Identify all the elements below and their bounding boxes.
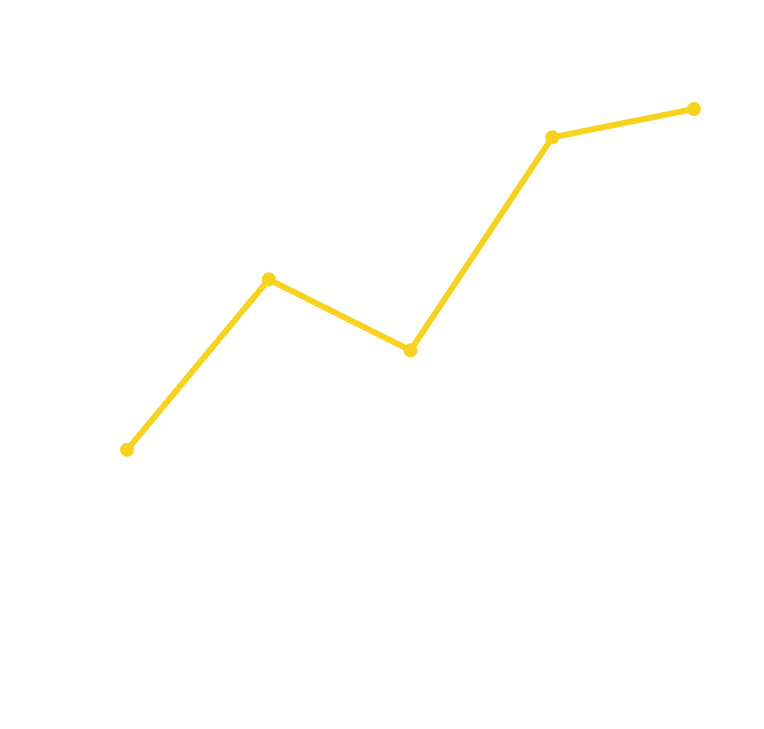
data-point-5 [686, 102, 701, 116]
data-point-1 [120, 442, 135, 457]
data-point-3 [403, 343, 418, 358]
series-layer [120, 102, 701, 457]
data-point-2 [261, 272, 276, 287]
series-line-1 [124, 106, 697, 453]
data-point-4 [545, 130, 560, 145]
